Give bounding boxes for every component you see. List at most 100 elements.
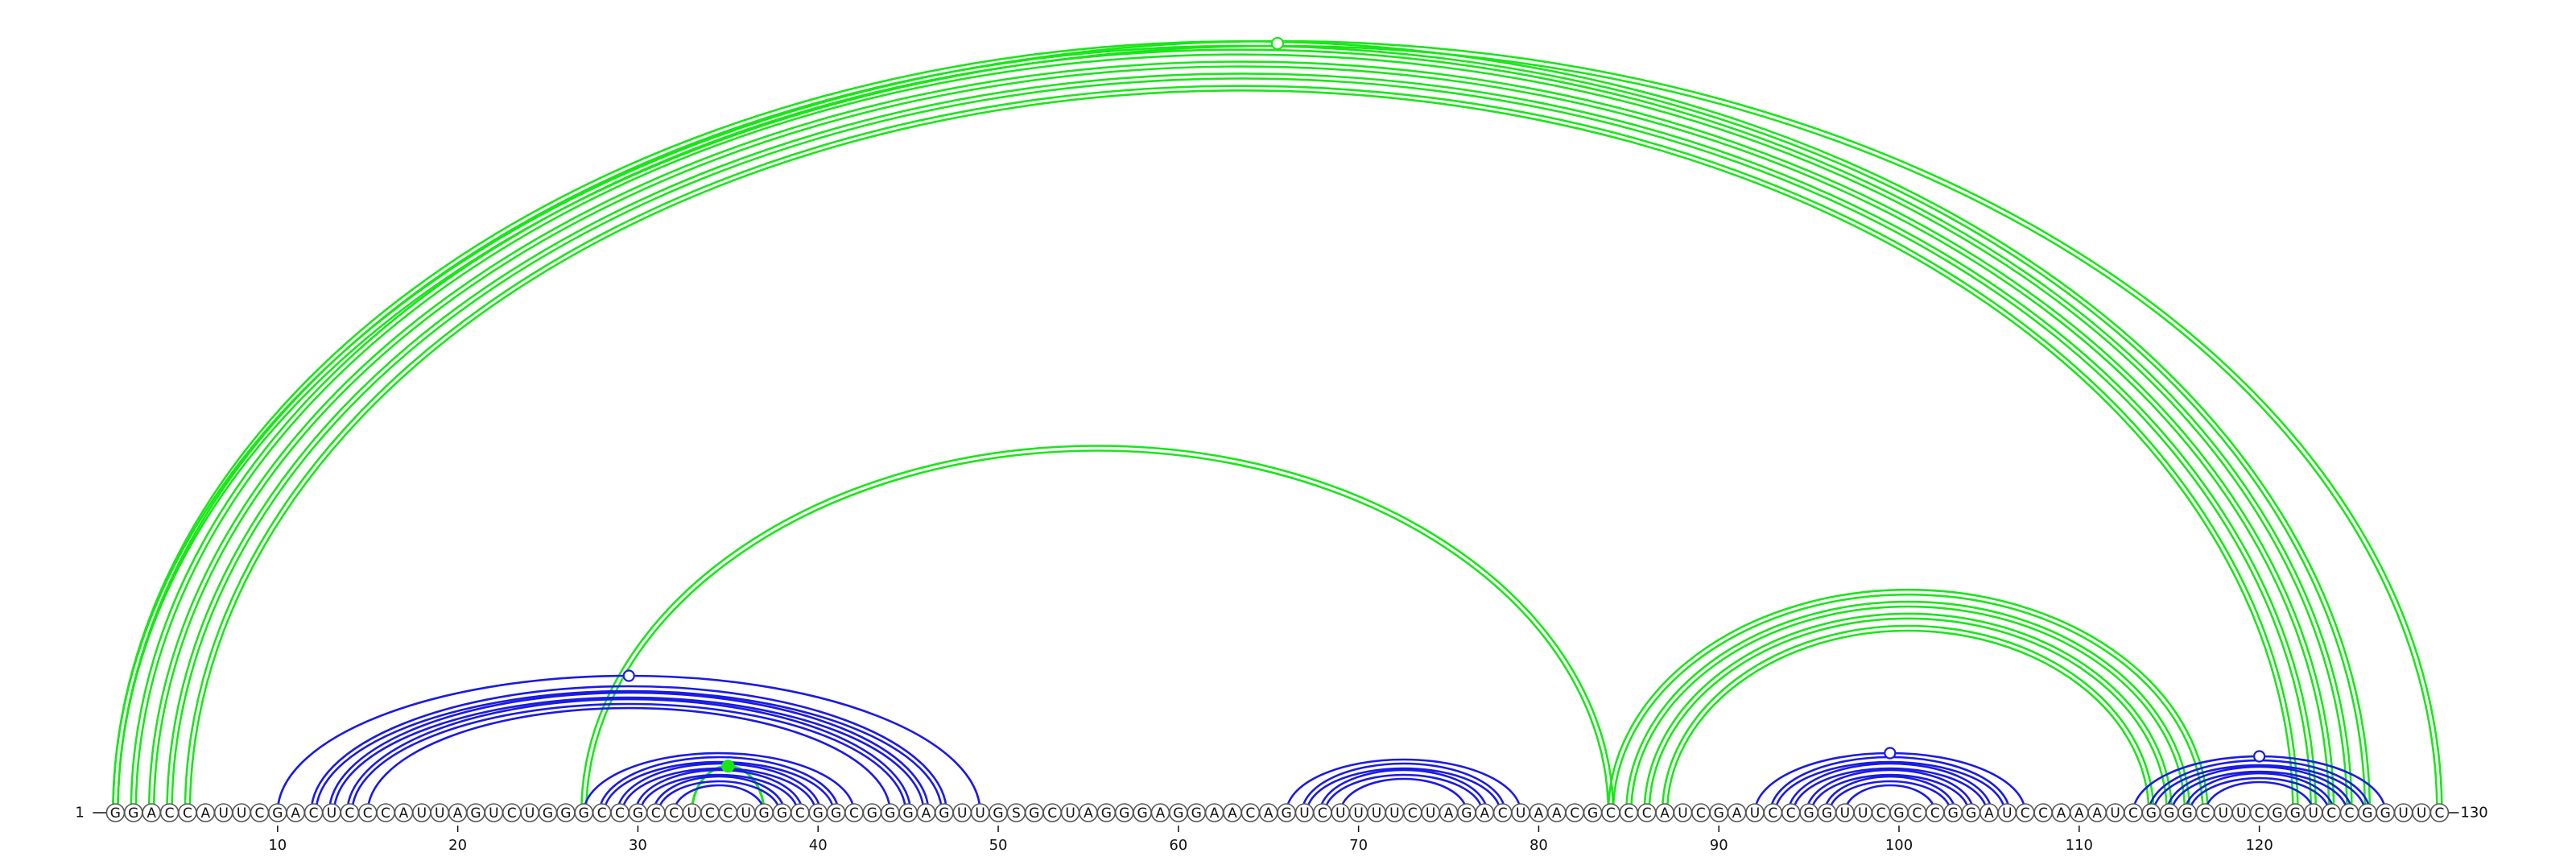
nucleotide-20: A [448, 803, 468, 822]
nucleotide-86: C [1637, 803, 1657, 822]
nucleotide-72: U [1385, 803, 1405, 822]
nucleotide-118: U [2214, 803, 2233, 822]
nucleotide-90: G [1709, 803, 1729, 822]
nucleotide-70: U [1348, 803, 1368, 822]
nucleotide-letter: C [1912, 805, 1922, 822]
nucleotide-34: C [700, 803, 720, 822]
nucleotide-53: C [1042, 803, 1062, 822]
lower-arc-1-2-strand-2 [621, 767, 817, 814]
nucleotide-letter: G [867, 805, 877, 822]
nucleotide-letter: G [1119, 805, 1129, 822]
nucleotide-letter: U [1516, 805, 1525, 822]
nucleotide-59: A [1150, 803, 1170, 822]
lower-arc-1-3-strand-1 [634, 768, 804, 814]
nucleotide-60: G [1169, 803, 1188, 822]
lower-marker-0 [622, 669, 635, 682]
nucleotide-119: U [2231, 803, 2252, 822]
nucleotide-letter: C [597, 805, 607, 822]
nucleotide-121: G [2268, 803, 2287, 822]
lower-arc-0-3-strand-2 [351, 702, 907, 814]
nucleotide-103: G [1943, 803, 1963, 822]
lower-arc-3-4-strand-2 [1828, 780, 1952, 814]
nucleotide-letter: G [128, 805, 138, 822]
nucleotide-45: G [898, 803, 918, 822]
nucleotide-letter: C [723, 805, 733, 822]
upper-marker-0 [1270, 36, 1285, 51]
nucleotide-107: C [2015, 803, 2035, 822]
nucleotide-letter: G [993, 805, 1003, 822]
nucleotide-letter: U [2110, 805, 2120, 822]
nucleotide-15: C [357, 803, 378, 822]
nucleotide-letter: C [1318, 805, 1327, 822]
nucleotide-92: U [1745, 803, 1765, 822]
lower-arc-2-0 [1285, 758, 1522, 814]
nucleotide-57: G [1114, 803, 1134, 822]
nucleotide-117: C [2195, 803, 2215, 822]
position-ticks: 10 20 30 40 50 60 70 80 90 100 110 120 [268, 826, 2273, 854]
nucleotide-letter: U [1335, 805, 1345, 822]
nucleotide-79: U [1511, 803, 1530, 822]
upper-arc-0-3-strand-1 [166, 72, 2318, 814]
lower-arc-3-1-strand-2 [1774, 760, 2006, 814]
tick-label-20: 20 [448, 837, 467, 854]
nucleotide-letter: G [560, 805, 571, 822]
nucleotide-letter: G [2182, 805, 2193, 822]
tick-label-60: 60 [1169, 837, 1187, 854]
nucleotide-1: G [105, 803, 126, 822]
upper-arc-3-1-strand-2 [1630, 605, 2186, 814]
nucleotide-44: G [880, 803, 900, 822]
nucleotide-letter: C [1606, 805, 1616, 822]
nucleotide-42: C [844, 803, 864, 822]
nucleotide-letter: C [2326, 805, 2336, 822]
upper-arc-2-0-strand-2 [584, 449, 1610, 814]
nucleotide-78: C [1492, 803, 1513, 822]
nucleotide-letter: G [1282, 805, 1292, 822]
nucleotide-letter: C [1642, 805, 1652, 822]
nucleotide-4: C [159, 803, 180, 822]
nucleotide-3: A [142, 803, 161, 822]
nucleotide-letter: G [1966, 805, 1976, 822]
nucleotide-letter: G [813, 805, 824, 822]
nucleotide-letter: G [2272, 805, 2282, 822]
lower-arc-4-3-strand-1 [2183, 772, 2335, 814]
nucleotide-56: G [1096, 803, 1117, 822]
nucleotide-letter: G [2164, 805, 2174, 822]
nucleotide-22: U [484, 803, 504, 822]
nucleotide-letter: C [2434, 805, 2444, 822]
nucleotide-17: A [394, 803, 414, 822]
nucleotide-letter: U [1389, 805, 1399, 822]
tick-label-80: 80 [1530, 837, 1548, 854]
tick-label-40: 40 [809, 837, 828, 854]
nucleotide-letter: G [110, 805, 121, 822]
nucleotide-35: C [718, 803, 738, 822]
nucleotide-letter: A [453, 805, 463, 822]
nucleotide-128: U [2393, 803, 2413, 822]
lower-arc-2-3 [1339, 777, 1468, 814]
nucleotide-letter: C [2128, 805, 2138, 822]
nucleotide-letter: C [669, 805, 679, 822]
nucleotide-letter: G [1461, 805, 1472, 822]
lower-arc-0-1-strand-1 [310, 685, 948, 814]
lower-arc-2-1-strand-2 [1306, 767, 1501, 814]
nucleotide-letter: U [327, 805, 336, 822]
nucleotide-letter: A [1084, 805, 1093, 822]
nucleotide-letter: G [1029, 805, 1039, 822]
nucleotide-52: G [1024, 803, 1044, 822]
nucleotide-letter: U [2417, 805, 2426, 822]
nucleotide-letter: G [579, 805, 589, 822]
nucleotide-circle [2429, 803, 2450, 822]
nucleotide-letter: C [309, 805, 319, 822]
upper-arc-3-3-strand-2 [1666, 629, 2150, 814]
nucleotide-letter: A [1552, 805, 1562, 822]
nucleotide-letter: C [1570, 805, 1579, 822]
lower-arc-1-4-strand-1 [652, 775, 786, 814]
nucleotide-89: C [1691, 803, 1711, 822]
nucleotide-letter: G [903, 805, 914, 822]
tick-label-110: 110 [2066, 837, 2093, 854]
nucleotide-82: C [1565, 803, 1584, 822]
nucleotide-12: C [303, 803, 324, 822]
nucleotide-85: C [1619, 803, 1639, 822]
tick-label-30: 30 [629, 837, 647, 854]
upper-arc-0-0-strand-1 [112, 39, 2372, 814]
nucleotide-letter: G [1173, 805, 1183, 822]
